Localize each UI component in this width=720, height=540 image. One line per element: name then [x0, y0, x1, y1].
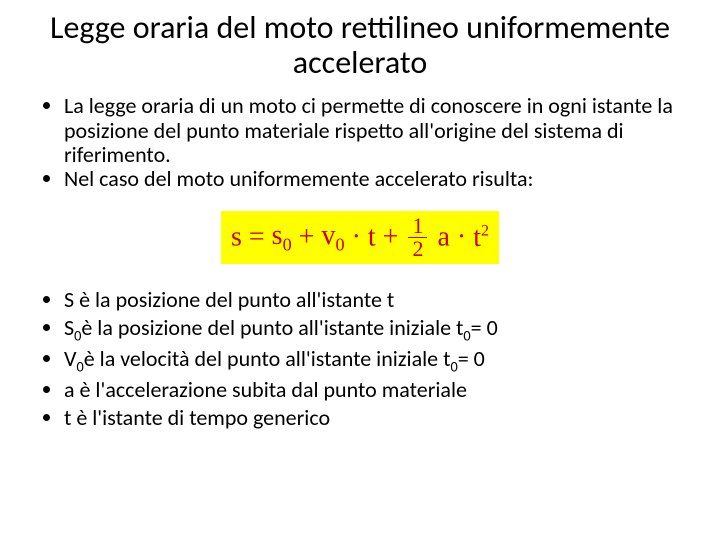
eq-t2: t2 — [473, 222, 489, 253]
legend-v0: V0 è la velocità del punto all'istante i… — [64, 345, 690, 376]
legend-t: t è l'istante di tempo generico — [64, 404, 690, 432]
legend-bullets: S è la posizione del punto all'istante t… — [30, 286, 690, 431]
intro-bullets: La legge oraria di un moto ci permette d… — [30, 94, 690, 191]
eq-plus1: + — [299, 222, 315, 253]
intro-bullet-1: La legge oraria di un moto ci permette d… — [64, 94, 690, 167]
intro-bullet-2: Nel caso del moto uniformemente accelera… — [64, 167, 690, 191]
equation: s = s0 + v0 · t + 1 2 a · t2 — [221, 211, 499, 264]
eq-half: 1 2 — [408, 215, 427, 260]
eq-a: a — [437, 222, 449, 253]
eq-equals: = — [249, 222, 265, 253]
legend-a: a è l'accelerazione subita dal punto mat… — [64, 376, 690, 404]
eq-dot2: · — [457, 222, 466, 253]
slide-title: Legge oraria del moto rettilineo uniform… — [30, 10, 690, 80]
eq-dot1: · — [352, 222, 361, 253]
legend-s0: S0 è la posizione del punto all'istante … — [64, 314, 690, 345]
eq-s: s — [231, 222, 242, 253]
eq-t1: t — [368, 222, 376, 253]
legend-s: S è la posizione del punto all'istante t — [64, 286, 690, 314]
eq-s0: s0 — [272, 220, 292, 251]
eq-v0: v0 — [321, 220, 344, 251]
formula-container: s = s0 + v0 · t + 1 2 a · t2 — [30, 211, 690, 264]
eq-plus2: + — [383, 222, 399, 253]
slide: Legge oraria del moto rettilineo uniform… — [0, 0, 720, 540]
